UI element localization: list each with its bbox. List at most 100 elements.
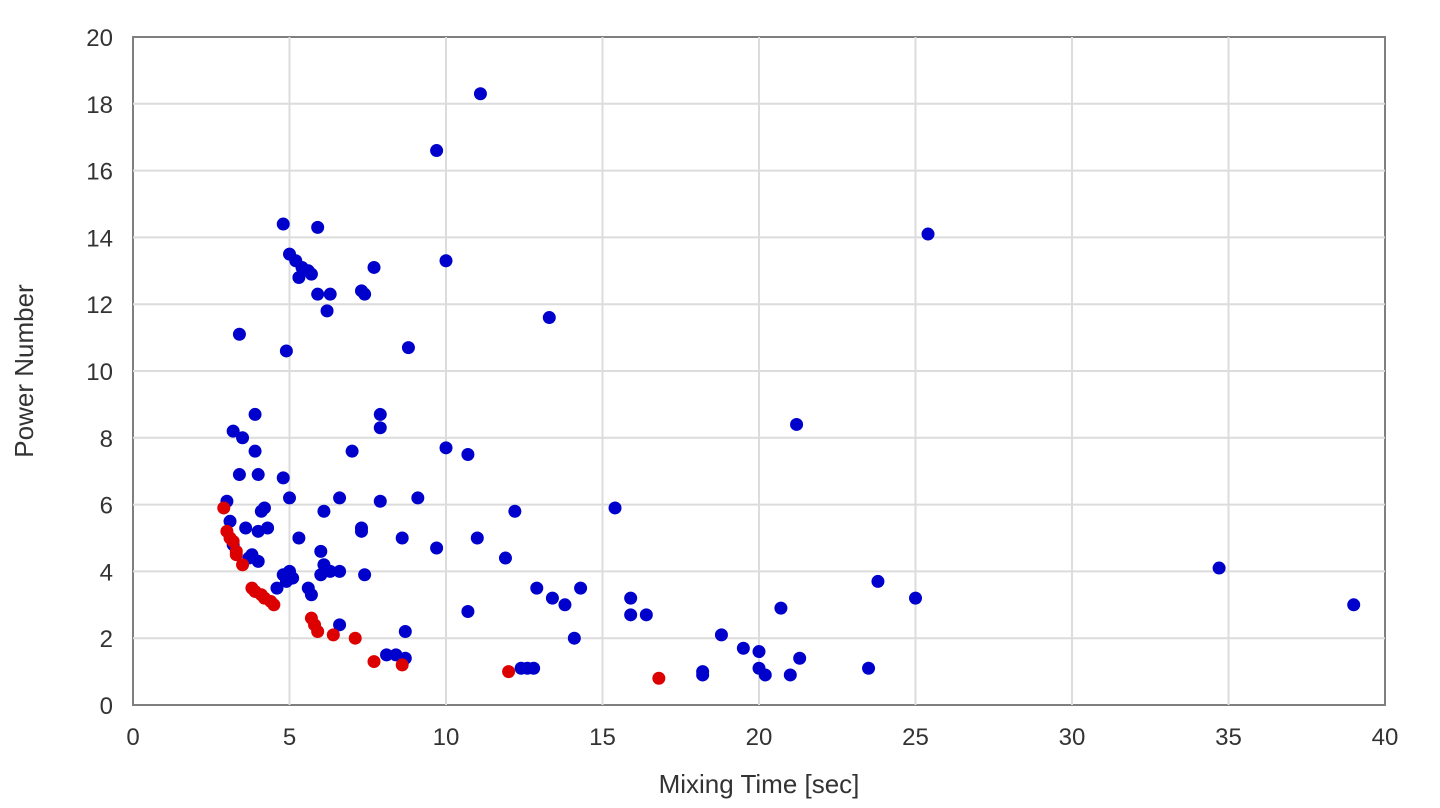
data-point: [652, 671, 666, 685]
data-point: [498, 551, 512, 565]
data-point: [348, 631, 362, 645]
y-tick-label: 16: [86, 159, 113, 186]
data-point: [286, 571, 300, 585]
data-point: [236, 431, 250, 445]
data-point: [276, 217, 290, 231]
data-point: [736, 641, 750, 655]
data-point: [373, 407, 387, 421]
data-point: [530, 581, 544, 595]
data-point: [311, 220, 325, 234]
x-axis-title: Mixing Time [sec]: [659, 769, 860, 799]
x-tick-label: 0: [126, 724, 139, 751]
y-tick-label: 14: [86, 225, 113, 252]
data-point: [292, 270, 306, 284]
y-tick-label: 10: [86, 359, 113, 386]
data-point: [317, 504, 331, 518]
data-point: [774, 601, 788, 615]
y-tick-label: 0: [100, 693, 113, 720]
y-axis-ticks: 0 2 4 6 8 10 12 14 16 18 20: [86, 25, 113, 720]
data-point: [314, 568, 328, 582]
data-point: [921, 227, 935, 241]
data-point: [574, 581, 588, 595]
data-point: [311, 287, 325, 301]
x-tick-label: 40: [1372, 724, 1399, 751]
data-point: [752, 645, 766, 659]
data-point: [473, 87, 487, 101]
data-point: [545, 591, 559, 605]
data-point: [430, 541, 444, 555]
data-point: [279, 344, 293, 358]
data-point: [333, 564, 347, 578]
x-tick-label: 20: [746, 724, 773, 751]
data-point: [430, 144, 444, 158]
data-point: [411, 491, 425, 505]
data-point: [311, 625, 325, 639]
data-point: [395, 658, 409, 672]
data-point: [470, 531, 484, 545]
data-point: [639, 608, 653, 622]
y-tick-label: 2: [100, 626, 113, 653]
data-point: [461, 448, 475, 461]
data-point: [320, 304, 334, 318]
data-point: [229, 548, 243, 562]
data-point: [1347, 598, 1361, 612]
x-tick-label: 25: [902, 724, 929, 751]
data-point: [790, 417, 804, 431]
y-tick-label: 4: [100, 559, 113, 586]
data-point: [236, 558, 250, 572]
data-point: [292, 531, 306, 545]
data-point: [862, 661, 876, 675]
x-tick-label: 15: [589, 724, 616, 751]
data-point: [508, 504, 522, 518]
data-point: [373, 421, 387, 435]
y-tick-label: 8: [100, 426, 113, 453]
data-point: [367, 260, 381, 274]
data-point: [439, 254, 453, 268]
data-point: [232, 468, 246, 482]
y-tick-label: 6: [100, 493, 113, 520]
data-point: [239, 521, 253, 535]
data-point: [373, 494, 387, 508]
data-point: [542, 311, 556, 325]
data-point: [758, 668, 772, 682]
data-point: [323, 287, 337, 301]
data-point: [461, 604, 475, 618]
data-point: [358, 287, 372, 301]
data-point: [783, 668, 797, 682]
y-axis-title: Power Number: [9, 284, 39, 458]
data-point: [358, 568, 372, 582]
data-point: [333, 618, 347, 632]
data-point: [714, 628, 728, 642]
data-point: [276, 471, 290, 485]
data-point: [251, 524, 265, 538]
data-point: [251, 468, 265, 482]
data-point: [624, 591, 638, 605]
data-point: [283, 491, 296, 505]
data-point: [395, 531, 409, 545]
y-tick-label: 18: [86, 92, 113, 119]
data-point: [380, 648, 394, 662]
x-tick-label: 35: [1215, 724, 1242, 751]
data-point: [608, 501, 622, 515]
data-point: [226, 534, 240, 548]
data-point: [567, 631, 581, 645]
data-point: [367, 655, 381, 669]
y-tick-label: 20: [86, 25, 113, 52]
x-tick-label: 5: [283, 724, 296, 751]
data-point: [270, 581, 284, 595]
data-point: [401, 341, 415, 355]
data-point: [354, 524, 368, 538]
data-point: [304, 267, 318, 281]
data-point: [871, 574, 885, 588]
data-point: [696, 668, 710, 682]
data-point: [439, 441, 453, 455]
x-tick-label: 30: [1059, 724, 1086, 751]
data-point: [314, 544, 328, 558]
data-point: [326, 628, 340, 642]
data-point: [1212, 561, 1226, 575]
data-point: [217, 501, 231, 515]
data-point: [624, 608, 638, 622]
data-point: [909, 591, 922, 605]
data-point: [232, 327, 246, 341]
